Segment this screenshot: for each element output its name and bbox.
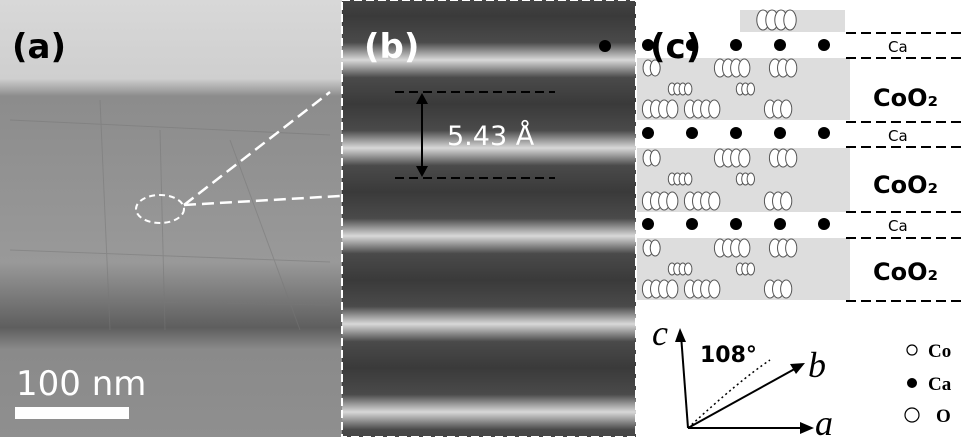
o-atom	[781, 100, 792, 118]
o-atom	[667, 100, 678, 118]
o-atom	[650, 150, 660, 166]
o-atom	[667, 192, 678, 210]
ca-atom	[818, 218, 830, 230]
ca-atom	[730, 218, 742, 230]
o-atom	[781, 192, 792, 210]
axis-label: b	[808, 345, 826, 385]
ca-atom	[642, 127, 654, 139]
o-atom	[786, 59, 797, 77]
o-atom	[739, 239, 750, 257]
layer-label: CoO₂	[873, 258, 938, 286]
layer-label: Ca	[888, 217, 908, 235]
o-atom	[739, 59, 750, 77]
o-atom	[709, 100, 720, 118]
layer-label: Ca	[888, 38, 908, 56]
ca-atom	[686, 127, 698, 139]
legend-ca	[907, 378, 917, 388]
legend-label: Co	[928, 341, 951, 362]
o-atom	[747, 83, 754, 95]
o-atom	[747, 173, 754, 185]
ca-atom	[774, 39, 786, 51]
spacing-label: 5.43 Å	[447, 120, 535, 152]
scale-bar	[15, 407, 129, 419]
layer-label: Ca	[888, 127, 908, 145]
ca-atom	[730, 39, 742, 51]
o-atom	[786, 149, 797, 167]
o-atom	[784, 10, 796, 30]
panel-label: (c)	[650, 27, 701, 67]
ca-atom	[730, 127, 742, 139]
ca-atom	[818, 39, 830, 51]
ca-atom	[686, 218, 698, 230]
axis-label: a	[815, 403, 833, 437]
ca-atom	[774, 127, 786, 139]
o-atom	[781, 280, 792, 298]
layer-label: CoO₂	[873, 171, 938, 199]
o-atom	[739, 149, 750, 167]
ca-atom	[599, 40, 611, 52]
o-atom	[650, 240, 660, 256]
ca-atom	[642, 218, 654, 230]
o-atom	[709, 192, 720, 210]
angle-label: 108°	[700, 343, 757, 368]
o-atom	[684, 173, 691, 185]
legend-label: Ca	[928, 374, 952, 395]
figure: (a) 100 nm (b) 5.43 Å (c) Ca CoO₂ Ca CoO₂ Ca…	[0, 0, 966, 437]
o-atom	[684, 83, 691, 95]
o-atom	[747, 263, 754, 275]
layer-label: CoO₂	[873, 84, 938, 112]
scale-bar-label: 100 nm	[16, 364, 146, 404]
o-atom	[684, 263, 691, 275]
legend-label: O	[936, 406, 951, 427]
ca-atom	[774, 218, 786, 230]
axis-label: c	[652, 313, 668, 353]
o-atom	[667, 280, 678, 298]
panel-label: (a)	[12, 27, 66, 67]
o-atom	[786, 239, 797, 257]
panel-label: (b)	[364, 27, 419, 67]
o-atom	[709, 280, 720, 298]
ca-atom	[818, 127, 830, 139]
